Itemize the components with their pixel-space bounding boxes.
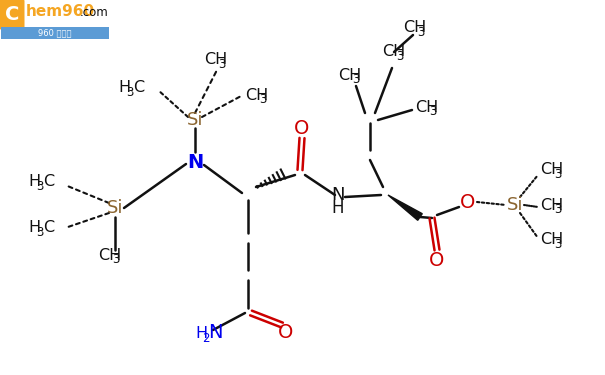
Text: O: O	[278, 322, 293, 342]
Text: 3: 3	[36, 180, 44, 194]
Text: 2: 2	[202, 332, 209, 345]
Text: CH: CH	[540, 198, 563, 213]
Bar	[1, 27, 109, 39]
Text: 3: 3	[430, 105, 437, 118]
Text: Si: Si	[106, 199, 123, 217]
Text: Si: Si	[507, 196, 523, 214]
Text: N: N	[332, 186, 345, 204]
Text: 3: 3	[396, 50, 404, 63]
Text: CH: CH	[540, 162, 563, 177]
Text: CH: CH	[204, 53, 227, 68]
Text: CH: CH	[403, 21, 427, 36]
Text: O: O	[430, 251, 445, 270]
Text: C: C	[133, 81, 144, 96]
Text: O: O	[460, 192, 476, 211]
Text: CH: CH	[245, 87, 268, 102]
Text: CH: CH	[415, 99, 438, 114]
Text: 3: 3	[218, 58, 226, 71]
Text: H: H	[195, 326, 207, 340]
FancyBboxPatch shape	[0, 0, 24, 30]
Text: Si: Si	[187, 111, 203, 129]
Text: CH: CH	[338, 68, 361, 82]
Text: CH: CH	[540, 232, 563, 248]
Text: 3: 3	[554, 203, 561, 216]
Text: H: H	[332, 199, 344, 217]
Text: 3: 3	[417, 26, 425, 39]
Text: 3: 3	[126, 87, 133, 99]
Text: H: H	[118, 81, 130, 96]
Text: 3: 3	[113, 253, 120, 266]
Text: 3: 3	[554, 238, 561, 251]
Text: H: H	[28, 220, 40, 236]
Text: .com: .com	[80, 6, 109, 18]
Text: C: C	[43, 174, 54, 189]
Text: C: C	[5, 6, 19, 24]
Polygon shape	[388, 195, 422, 220]
Text: C: C	[43, 220, 54, 236]
Text: 3: 3	[554, 168, 561, 181]
Text: N: N	[208, 324, 223, 342]
Text: hem960: hem960	[26, 4, 95, 20]
Text: H: H	[28, 174, 40, 189]
Text: CH: CH	[98, 248, 121, 262]
Text: 960 化工网: 960 化工网	[38, 28, 72, 38]
Text: N: N	[187, 153, 203, 171]
Text: 3: 3	[260, 93, 267, 106]
Text: 3: 3	[36, 226, 44, 240]
Text: CH: CH	[382, 45, 405, 60]
Text: O: O	[294, 118, 310, 138]
Text: 3: 3	[352, 73, 359, 86]
